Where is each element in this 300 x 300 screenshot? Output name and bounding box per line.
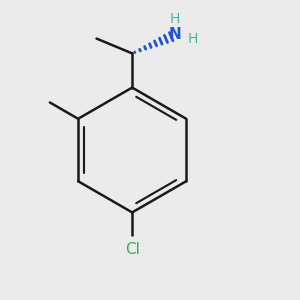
Text: H: H (170, 12, 181, 26)
Text: N: N (169, 27, 182, 42)
Text: Cl: Cl (125, 242, 140, 257)
Text: H: H (188, 32, 198, 46)
